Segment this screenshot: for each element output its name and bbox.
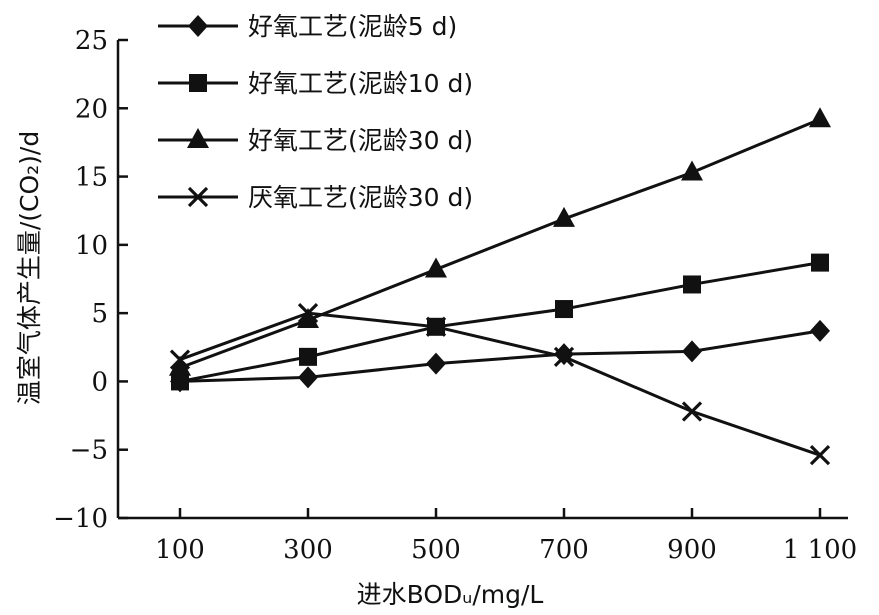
data-point	[682, 340, 702, 363]
legend-item: 厌氧工艺(泥龄30 d)	[158, 183, 473, 212]
legend-item: 好氧工艺(泥龄10 d)	[158, 69, 473, 98]
x-ticks: 100 300 500 700 900 1 100	[155, 508, 857, 565]
legend-label: 好氧工艺(泥龄5 d)	[248, 12, 457, 41]
legend-label: 好氧工艺(泥龄30 d)	[248, 126, 473, 155]
data-point	[169, 355, 191, 376]
x-tick-label: 500	[411, 535, 461, 565]
data-point	[810, 319, 830, 342]
legend-marker	[187, 186, 209, 208]
data-point	[425, 257, 447, 278]
data-point	[298, 366, 318, 389]
y-tick-label: 15	[75, 163, 108, 193]
series-line	[179, 117, 821, 370]
data-point	[171, 372, 189, 391]
x-marker-stroke	[297, 303, 319, 324]
data-point	[299, 347, 317, 366]
data-point	[681, 160, 703, 181]
x-tick-label: 900	[667, 535, 717, 565]
data-point	[809, 107, 831, 128]
data-point	[681, 401, 703, 422]
y-tick-label: 20	[75, 94, 108, 124]
legend-item: 好氧工艺(泥龄5 d)	[158, 12, 457, 41]
legend-label: 厌氧工艺(泥龄30 d)	[248, 183, 473, 212]
legend-marker	[187, 128, 209, 148]
series-2	[171, 253, 829, 391]
legend-marker	[188, 15, 208, 37]
y-tick-label: −5	[70, 436, 108, 466]
x-tick-label: 700	[539, 535, 589, 565]
axes	[116, 40, 848, 520]
data-point	[683, 275, 701, 294]
series-4	[169, 303, 831, 466]
series-line	[179, 311, 821, 457]
y-tick-label: 0	[91, 367, 108, 397]
data-point	[811, 253, 829, 272]
x-tick-label: 100	[155, 535, 205, 565]
y-axis-title: 温室气体产生量/(CO₂)/d	[15, 131, 44, 405]
x-tick-label: 1 100	[783, 535, 857, 565]
x-axis-title: 进水BODᵤ/mg/L	[357, 580, 544, 609]
x-marker-stroke	[809, 445, 831, 466]
data-point	[169, 349, 191, 370]
data-point	[297, 307, 319, 328]
x-marker-stroke	[681, 401, 703, 422]
series-layer	[169, 107, 831, 466]
x-tick-label: 300	[283, 535, 333, 565]
x-marker-stroke	[187, 186, 209, 208]
legend-item: 好氧工艺(泥龄30 d)	[158, 126, 473, 155]
y-tick-label: 25	[75, 26, 108, 56]
x-marker-stroke	[425, 316, 447, 337]
series-line	[179, 329, 821, 383]
y-ticks: −10 −5 0 5 10 15 20 25	[53, 26, 128, 534]
data-point	[809, 445, 831, 466]
data-point	[297, 303, 319, 324]
series-line	[179, 261, 821, 383]
legend-label: 好氧工艺(泥龄10 d)	[248, 69, 473, 98]
data-point	[426, 352, 446, 375]
y-tick-label: −10	[53, 504, 108, 534]
legend: 好氧工艺(泥龄5 d) 好氧工艺(泥龄10 d) 好氧工艺(泥龄30 d) 厌氧工艺(…	[158, 12, 473, 212]
legend-marker	[189, 74, 207, 92]
y-tick-label: 5	[91, 299, 108, 329]
data-point	[553, 206, 575, 227]
x-marker-stroke	[553, 346, 575, 367]
series-3	[169, 107, 831, 376]
data-point	[425, 316, 447, 337]
series-1	[170, 319, 830, 393]
x-marker-stroke	[169, 349, 191, 370]
data-point	[553, 346, 575, 367]
y-tick-label: 10	[75, 231, 108, 261]
data-point	[555, 300, 573, 319]
